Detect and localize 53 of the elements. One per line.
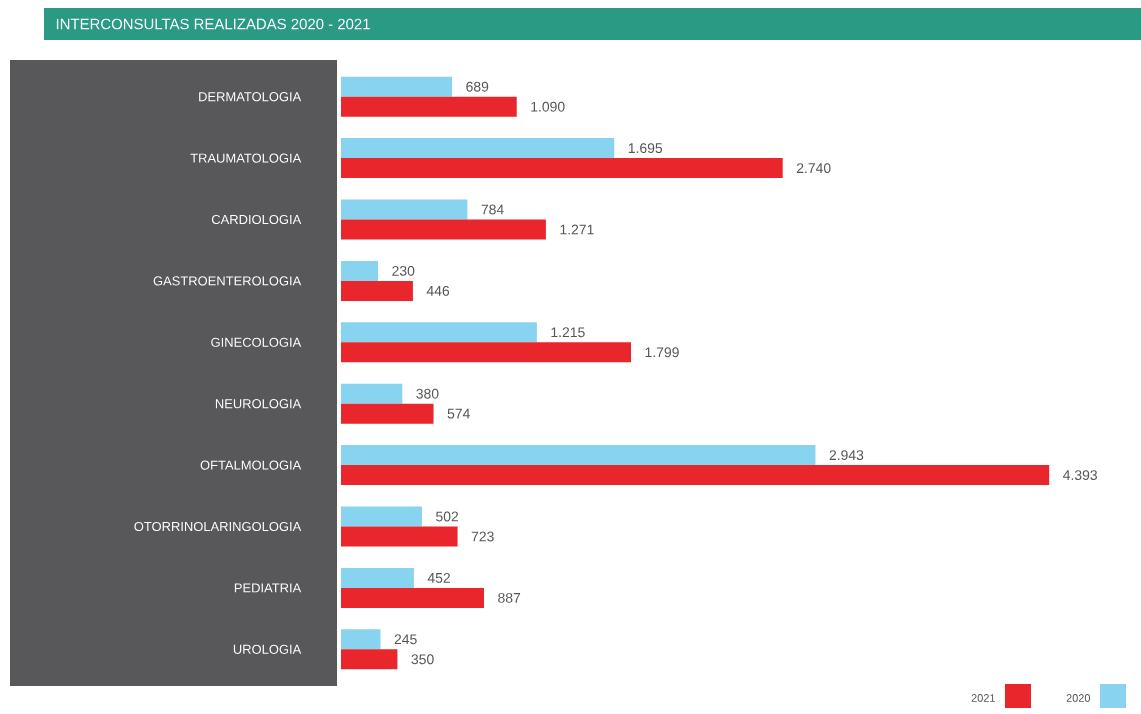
data-label: 1.271 — [560, 224, 594, 235]
bar — [341, 403, 434, 424]
data-label: 723 — [471, 531, 494, 542]
data-label: 1.090 — [531, 101, 565, 112]
bar — [341, 199, 468, 220]
bar — [341, 76, 453, 97]
bar — [341, 158, 783, 179]
y-tick-label: OFTALMOLOGIA — [200, 460, 302, 470]
bar — [341, 445, 816, 466]
bar — [341, 219, 546, 240]
data-label: 380 — [416, 388, 439, 399]
bar — [341, 629, 381, 650]
bar — [341, 506, 422, 527]
y-tick-label: CARDIOLOGIA — [211, 214, 302, 225]
data-label: 4.393 — [1063, 470, 1097, 481]
bar — [341, 96, 517, 117]
data-label: 1.215 — [551, 327, 585, 338]
legend-label: 2021 — [971, 694, 995, 702]
text: INTERCONSULTAS REALIZADAS 2020 - 2021 — [56, 18, 370, 30]
data-label: 245 — [394, 634, 417, 645]
data-label: 887 — [498, 592, 521, 603]
bar — [341, 260, 379, 281]
data-label: 446 — [426, 285, 450, 296]
data-label: 1.695 — [628, 143, 663, 154]
y-tick-label: GASTROENTEROLOGIA — [153, 276, 302, 286]
bar — [341, 587, 484, 608]
data-label: 1.799 — [645, 347, 679, 358]
legend-label: 2020 — [1066, 694, 1091, 702]
y-tick-label: PEDIATRIA — [234, 583, 302, 593]
data-label: 689 — [466, 81, 489, 92]
data-label: 2.943 — [829, 450, 864, 461]
bar — [341, 526, 458, 547]
data-label: 502 — [436, 511, 459, 522]
data-label: 2.740 — [796, 163, 831, 174]
data-label: 784 — [481, 204, 504, 215]
bar — [341, 280, 413, 301]
bar — [341, 138, 615, 159]
data-label: 350 — [411, 654, 434, 665]
bar — [341, 567, 414, 588]
y-tick-label: UROLOGIA — [233, 644, 302, 654]
y-tick-label: GINECOLOGIA — [211, 337, 302, 347]
y-tick-label: OTORRINOLARINGOLOGIA — [134, 521, 302, 532]
bar — [341, 383, 403, 404]
bar — [341, 649, 398, 670]
y-tick-label: DERMATOLOGIA — [199, 92, 302, 102]
data-label: 230 — [392, 265, 415, 276]
data-label: 452 — [427, 572, 450, 583]
data-label: 574 — [447, 408, 470, 419]
y-tick-label: NEUROLOGIA — [215, 399, 302, 409]
bar — [341, 465, 1050, 486]
bar — [341, 322, 537, 343]
y-tick-label: TRAUMATOLOGIA — [190, 153, 302, 163]
bar — [341, 342, 632, 363]
